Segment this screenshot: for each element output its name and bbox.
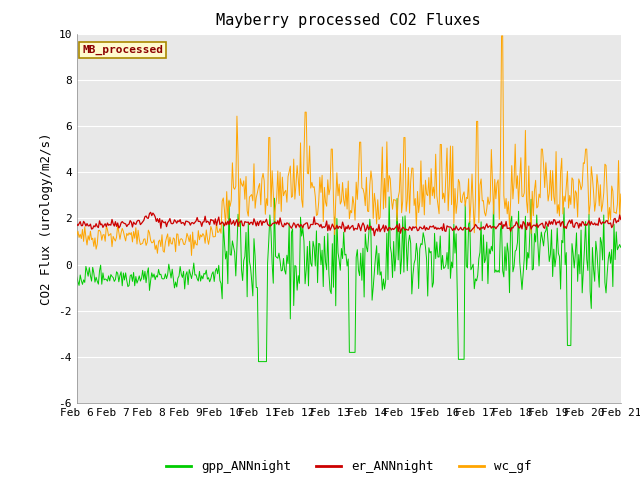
Title: Mayberry processed CO2 Fluxes: Mayberry processed CO2 Fluxes	[216, 13, 481, 28]
Text: MB_processed: MB_processed	[82, 45, 163, 55]
Y-axis label: CO2 Flux (urology/m2/s): CO2 Flux (urology/m2/s)	[40, 132, 53, 305]
Legend: gpp_ANNnight, er_ANNnight, wc_gf: gpp_ANNnight, er_ANNnight, wc_gf	[161, 455, 536, 478]
